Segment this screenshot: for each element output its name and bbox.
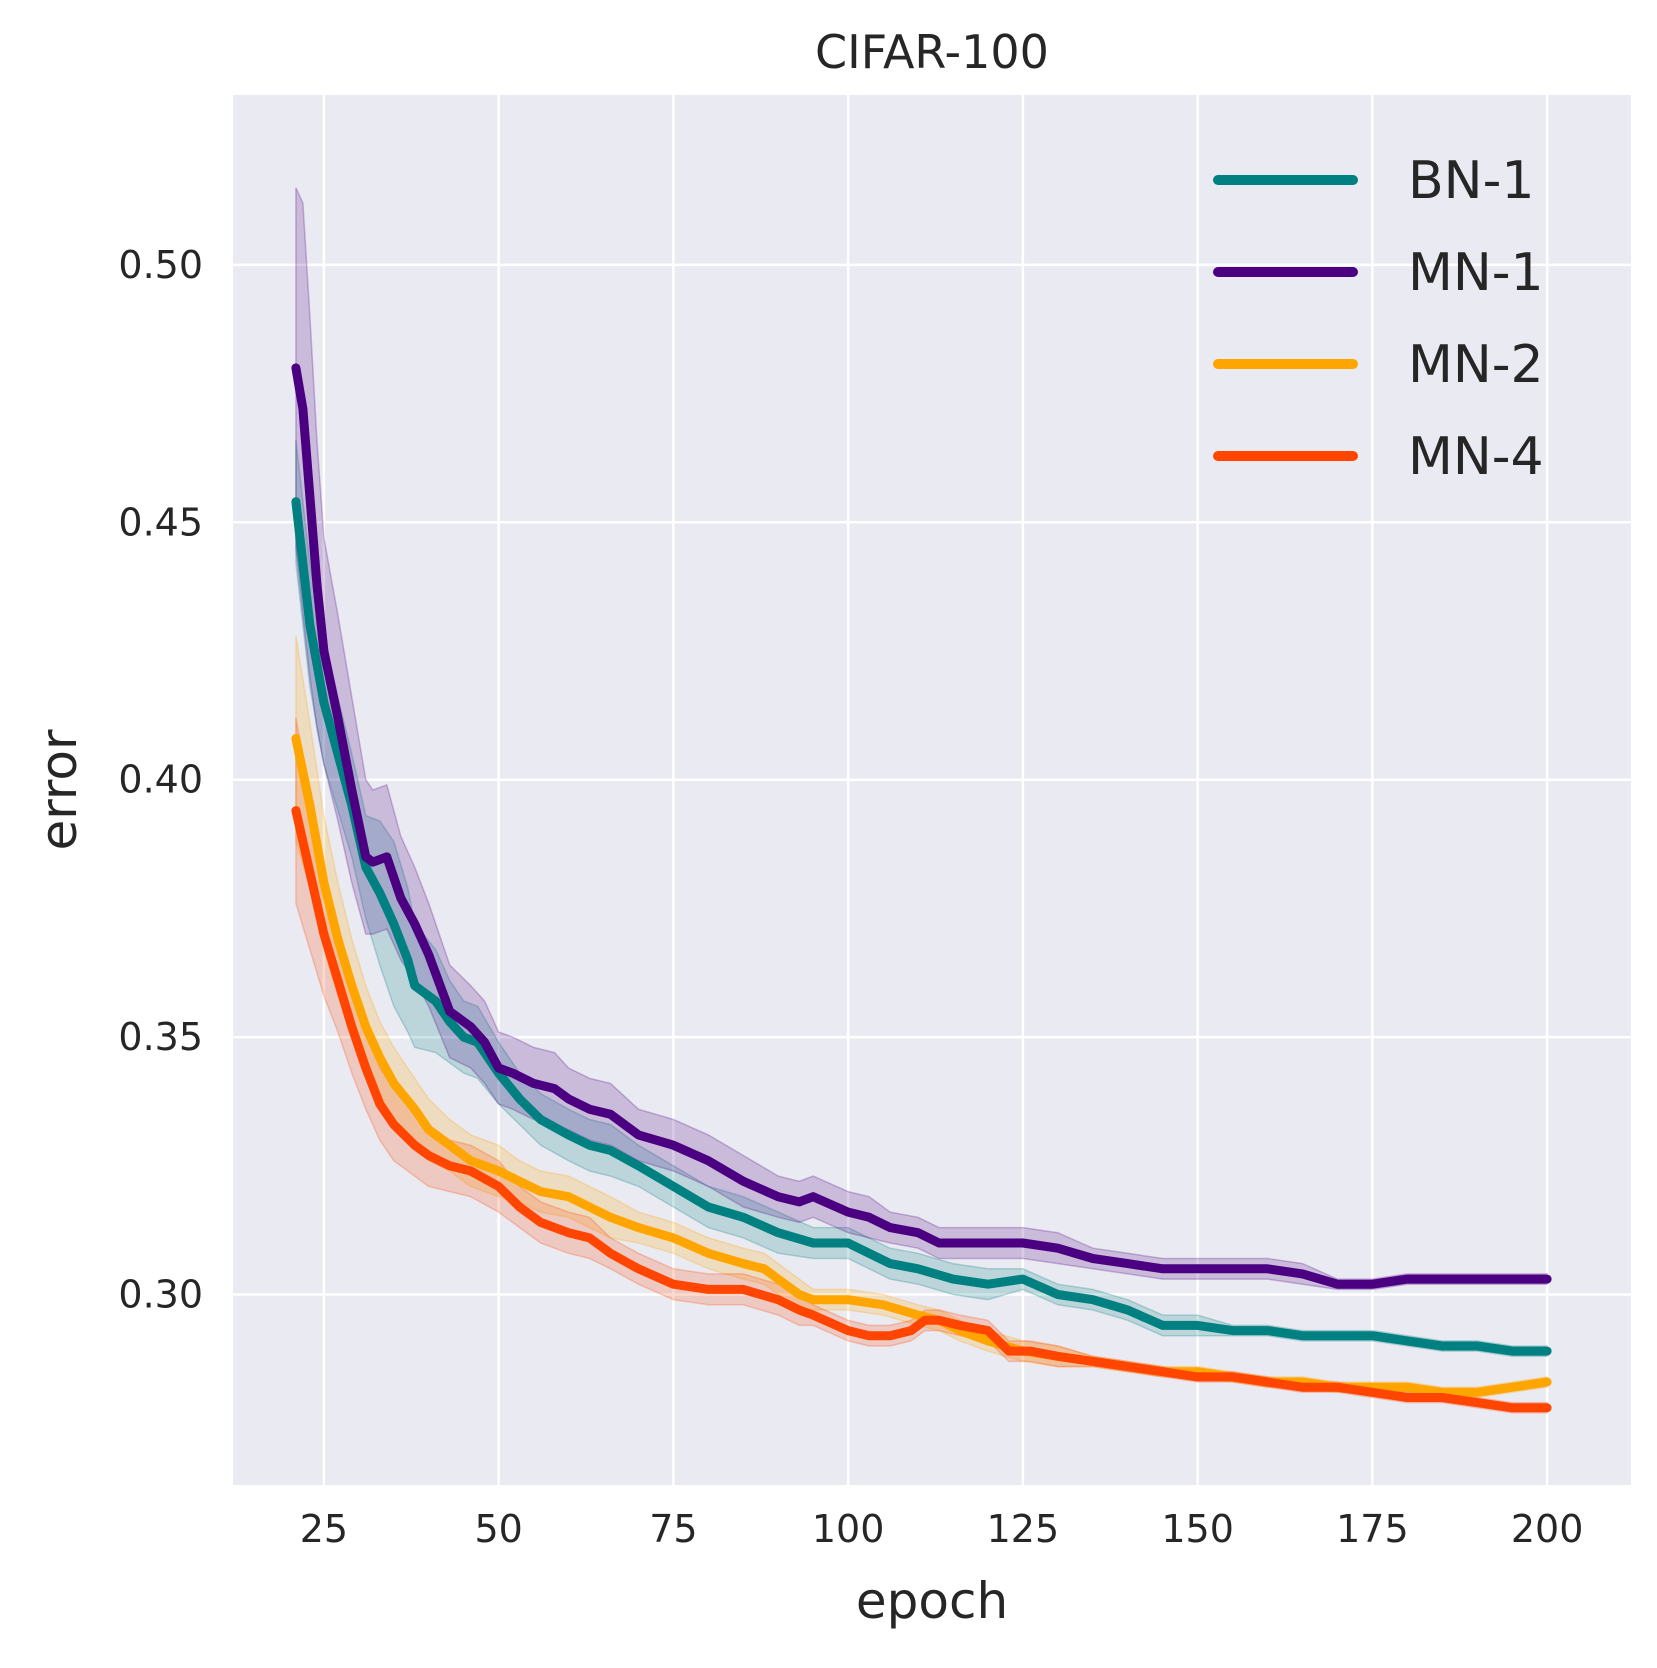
y-tick-label: 0.45	[118, 500, 203, 544]
grid-lines	[233, 95, 1631, 1485]
y-tick-label: 0.50	[118, 243, 203, 287]
x-axis-label: epoch	[856, 1572, 1008, 1630]
x-tick-label: 100	[812, 1507, 885, 1551]
legend-label-mn-2: MN-2	[1408, 335, 1544, 395]
y-tick-label: 0.30	[118, 1273, 203, 1317]
legend-label-bn-1: BN-1	[1408, 151, 1534, 211]
chart-title: CIFAR-100	[815, 25, 1049, 79]
x-tick-label: 50	[474, 1507, 522, 1551]
line-bn-1	[291, 497, 1552, 1356]
legend-label-mn-4: MN-4	[1408, 427, 1544, 487]
x-tick-label: 150	[1161, 1507, 1234, 1551]
x-tick-label: 200	[1511, 1507, 1584, 1551]
band-bn-1	[295, 439, 1548, 1358]
legend-label-mn-1: MN-1	[1408, 243, 1544, 303]
legend: BN-1 MN-1 MN-2 MN-4	[1213, 151, 1544, 487]
x-tick-label: 25	[300, 1507, 348, 1551]
line-mn-1	[291, 363, 1552, 1289]
error-bands	[295, 187, 1548, 1414]
y-axis-label: error	[30, 729, 88, 850]
band-mn-2	[295, 635, 1548, 1399]
y-tick-label: 0.40	[118, 758, 203, 802]
band-mn-1	[295, 187, 1548, 1291]
plot-area	[233, 95, 1631, 1485]
line-mn-4	[291, 806, 1552, 1413]
series-lines	[291, 363, 1552, 1413]
y-tick-labels: 0.30 0.35 0.40 0.45 0.50	[118, 243, 203, 1317]
band-mn-4	[295, 717, 1548, 1414]
y-tick-label: 0.35	[118, 1015, 203, 1059]
x-tick-label: 125	[987, 1507, 1060, 1551]
x-tick-label: 75	[649, 1507, 697, 1551]
x-tick-label: 175	[1336, 1507, 1409, 1551]
x-tick-labels: 25 50 75 100 125 150 175 200	[300, 1507, 1584, 1551]
